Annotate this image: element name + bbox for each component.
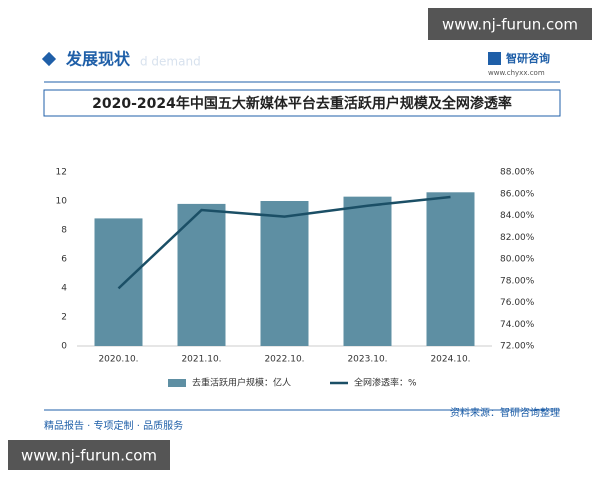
line bbox=[117, 195, 451, 290]
y2-tick-label: 72.00% bbox=[500, 342, 535, 352]
watermark-box bbox=[428, 8, 592, 40]
x-tick-label: 2024.10. bbox=[430, 355, 470, 365]
y2-tick-label: 84.00% bbox=[500, 211, 535, 221]
watermark-box bbox=[8, 440, 170, 470]
bar bbox=[94, 218, 143, 346]
y2-tick-label: 78.00% bbox=[500, 276, 535, 286]
legend-swatch bbox=[168, 379, 186, 387]
y-tick-label: 8 bbox=[61, 226, 67, 236]
y-tick-label: 10 bbox=[56, 197, 68, 207]
header: 发展现状 bbox=[65, 50, 131, 69]
y2-tick-label: 86.00% bbox=[500, 189, 535, 199]
x-tick-label: 2020.10. bbox=[98, 355, 138, 365]
chart-title: 2020-2024年中国五大新媒体平台去重活跃用户规模及全网渗透率 bbox=[92, 95, 512, 112]
source: 资料来源：智研咨询整理 bbox=[450, 406, 560, 419]
x-tick-label: 2023.10. bbox=[347, 355, 387, 365]
logo: 智研咨询 bbox=[506, 51, 550, 65]
bar bbox=[260, 201, 309, 346]
bar bbox=[426, 192, 475, 346]
footer: 精品报告 · 专项定制 · 品质服务 bbox=[44, 419, 183, 432]
y2-tick-label: 88.00% bbox=[500, 168, 535, 178]
logo-icon bbox=[488, 52, 501, 65]
header-faint: d demand bbox=[140, 55, 201, 69]
y2-tick-label: 82.00% bbox=[500, 233, 535, 243]
x-tick-label: 2022.10. bbox=[264, 355, 304, 365]
y-tick-label: 6 bbox=[61, 255, 67, 265]
bar bbox=[343, 196, 392, 346]
bar bbox=[177, 203, 226, 346]
legend-label: 全网渗透率：% bbox=[354, 377, 417, 389]
watermark: www.nj-furun.com bbox=[21, 447, 157, 465]
y-tick-label: 2 bbox=[61, 313, 67, 323]
y2-tick-label: 76.00% bbox=[500, 298, 535, 308]
y-tick-label: 12 bbox=[56, 168, 67, 178]
x-tick-label: 2021.10. bbox=[181, 355, 221, 365]
legend-label: 去重活跃用户规模：亿人 bbox=[192, 377, 291, 389]
header-icon bbox=[41, 51, 57, 67]
y2-tick-label: 80.00% bbox=[500, 255, 535, 265]
watermark: www.nj-furun.com bbox=[442, 16, 578, 34]
title-box bbox=[43, 89, 561, 117]
y2-tick-label: 74.00% bbox=[500, 320, 535, 330]
y-tick-label: 0 bbox=[61, 342, 67, 352]
logo-url: www.chyxx.com bbox=[488, 69, 545, 77]
y-tick-label: 4 bbox=[61, 284, 67, 294]
